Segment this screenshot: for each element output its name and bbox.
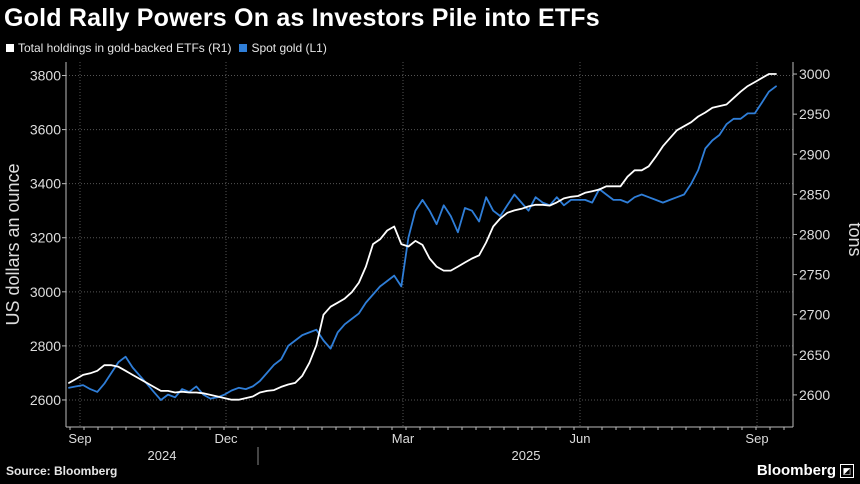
tick-labels: 2600 2800 3000 3200 3400 3600 3800 2600 2650 2700… — [3, 66, 860, 463]
right-tick-label: 2750 — [799, 267, 830, 283]
left-tick-label: 2600 — [30, 392, 61, 408]
left-tick-label: 3200 — [30, 230, 61, 246]
left-tick-label: 2800 — [30, 338, 61, 354]
x-tick-label: Dec — [214, 431, 238, 446]
right-tick-label: 2650 — [799, 347, 830, 363]
legend-swatch-spot-gold — [239, 44, 248, 52]
right-tick-label: 3000 — [799, 66, 830, 82]
series-lines — [68, 73, 777, 401]
axes — [62, 62, 797, 465]
left-tick-label: 3600 — [30, 122, 61, 138]
year-label: 2025 — [512, 448, 541, 463]
x-tick-label: Mar — [392, 431, 415, 446]
legend-item-spot-gold: Spot gold (L1) — [239, 41, 327, 55]
brand-text: Bloomberg — [756, 462, 836, 479]
left-tick-label: 3400 — [30, 176, 61, 192]
left-tick-label: 3000 — [30, 284, 61, 300]
legend-swatch-etf-holdings — [6, 44, 14, 52]
right-tick-label: 2800 — [799, 226, 830, 242]
x-tick-label: Jun — [570, 431, 591, 446]
right-tick-label: 2900 — [799, 146, 830, 162]
right-tick-label: 2850 — [799, 186, 830, 202]
x-tick-label: Sep — [68, 431, 91, 446]
right-tick-label: 2700 — [799, 307, 830, 323]
legend-label-spot-gold: Spot gold (L1) — [251, 41, 327, 55]
legend: Total holdings in gold-backed ETFs (R1) … — [6, 41, 335, 55]
chart-title: Gold Rally Powers On as Investors Pile i… — [4, 4, 600, 32]
left-axis-title: US dollars an ounce — [3, 163, 23, 325]
left-tick-label: 3800 — [30, 68, 61, 84]
right-tick-label: 2600 — [799, 387, 830, 403]
source-note: Source: Bloomberg — [6, 464, 118, 478]
spot-gold-line — [68, 85, 777, 401]
right-tick-label: 2950 — [799, 106, 830, 122]
year-label: 2024 — [148, 448, 177, 463]
legend-label-etf-holdings: Total holdings in gold-backed ETFs (R1) — [18, 41, 232, 55]
right-axis-title: tons — [845, 222, 860, 256]
x-tick-label: Sep — [745, 431, 768, 446]
legend-item-etf-holdings: Total holdings in gold-backed ETFs (R1) — [6, 41, 231, 55]
etf-holdings-line — [68, 73, 777, 401]
bloomberg-mark-icon: ◩ — [840, 463, 854, 478]
gridlines — [66, 62, 793, 427]
brand-logo: Bloomberg ◩ — [757, 462, 854, 479]
